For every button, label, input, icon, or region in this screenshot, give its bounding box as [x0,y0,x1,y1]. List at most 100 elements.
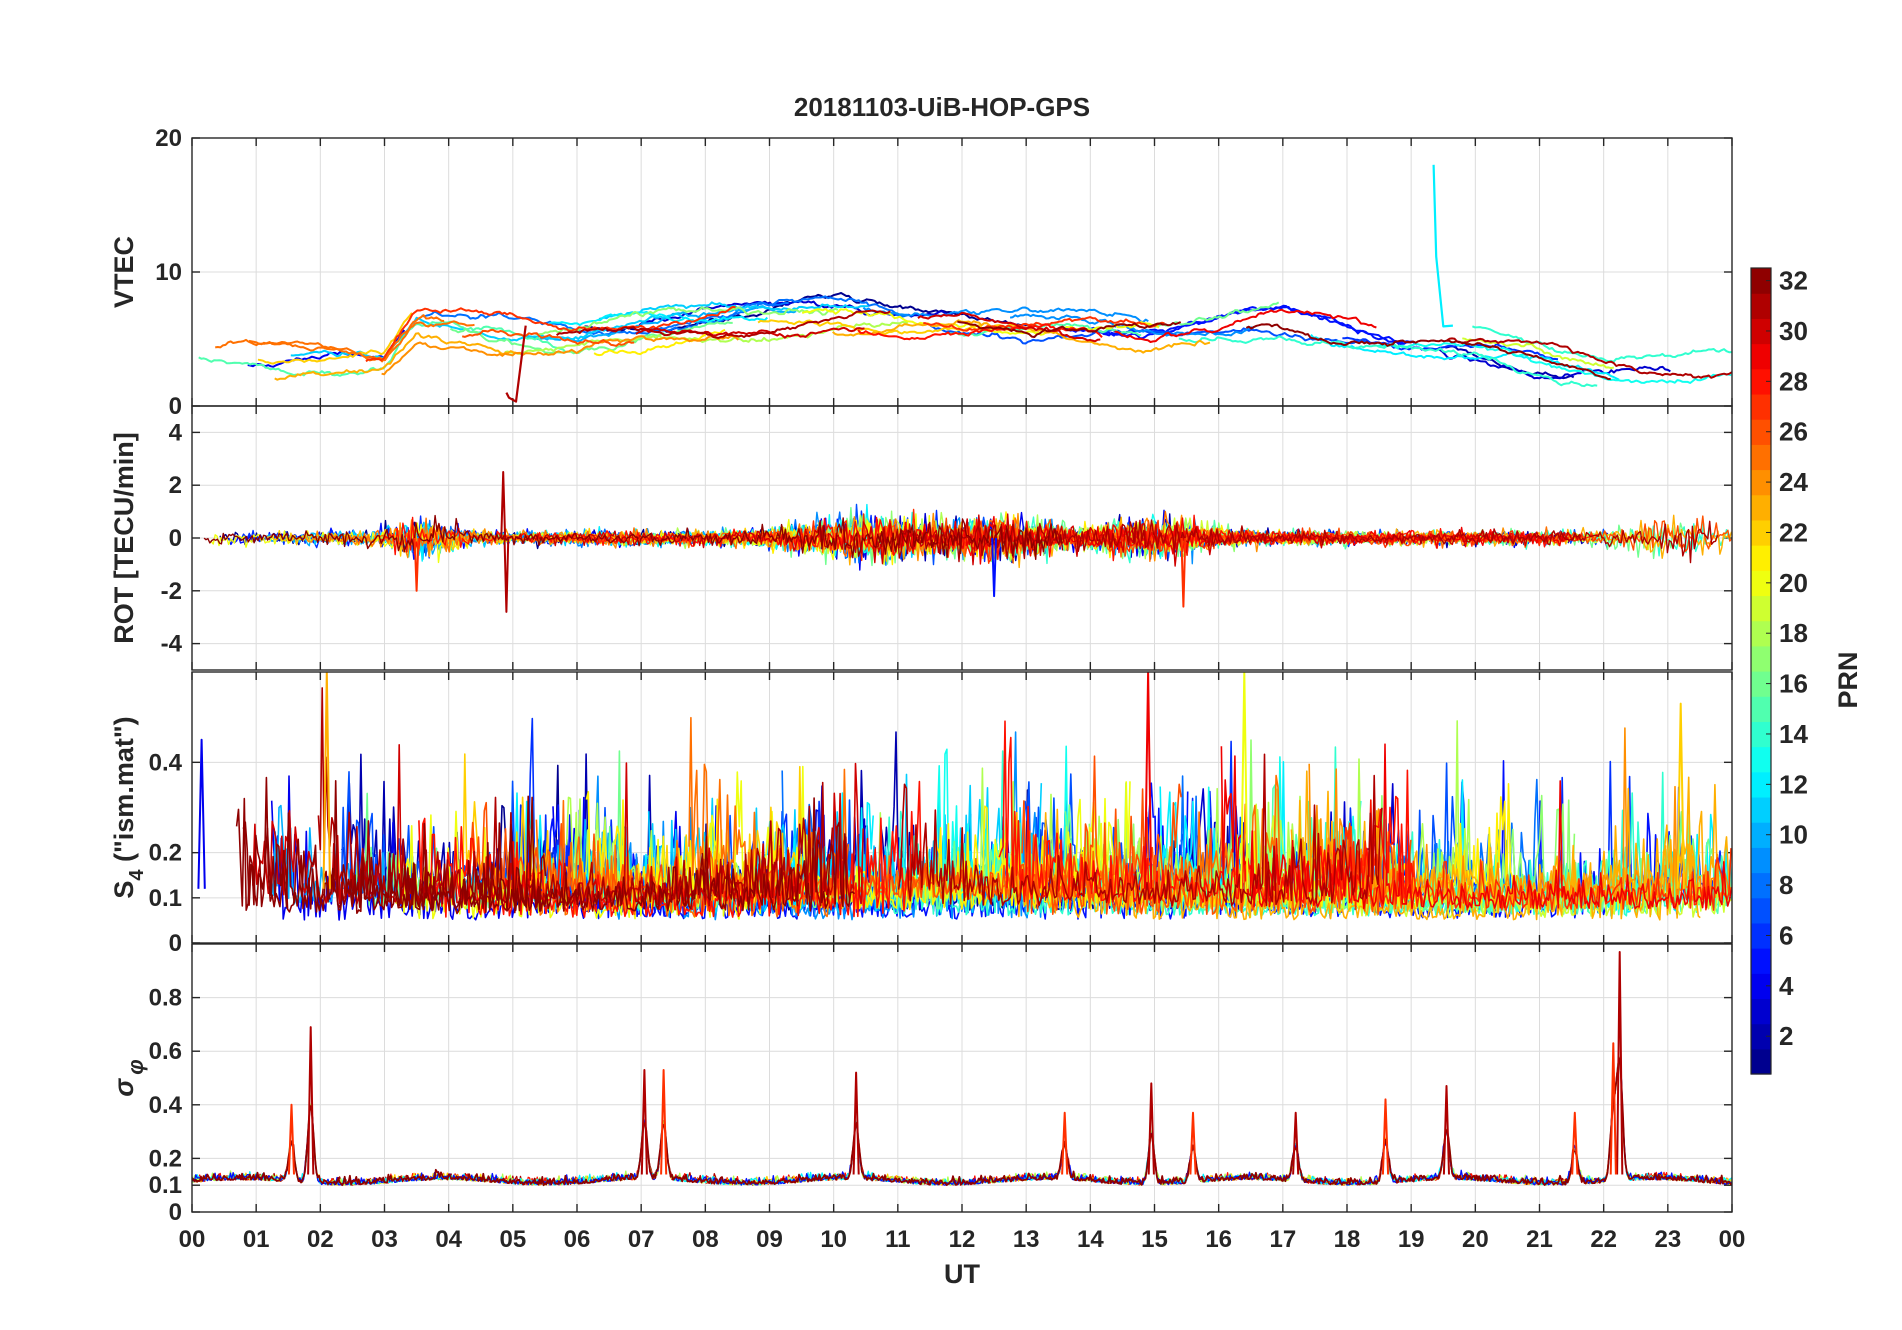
x-tick-label: 06 [564,1226,591,1253]
sigma-peak [640,1069,648,1175]
vtec-series-prn-27 [365,305,736,363]
x-tick-label: 02 [307,1226,334,1253]
sigma-peak [1381,1098,1390,1175]
colorbar-swatch [1751,570,1771,597]
colorbar-swatch [1751,268,1771,294]
colorbar-swatch [1751,469,1771,496]
colorbar-swatch [1751,444,1771,471]
colorbar-swatch [1751,696,1771,722]
s4-series-prn-25 [535,768,850,918]
y-tick-label: 4 [169,419,183,446]
sigma-peak [287,1103,295,1175]
y-tick-label: 10 [155,259,182,286]
sigma-peak [1571,1111,1579,1175]
vtec-series-prn-16 [449,321,733,355]
colorbar-swatch [1751,494,1771,521]
vtec-series-prn-19 [1462,337,1615,370]
vtec-series-prn-18 [504,320,909,355]
colorbar-swatch [1751,645,1771,672]
y-axis-label-s4: S4 ("ism.mat") [109,716,148,898]
x-tick-label: 08 [692,1226,719,1253]
vtec-series-prn-26 [461,328,635,347]
colorbar-swatch [1751,671,1771,697]
rot-spike-prn-31 [503,537,510,613]
rot-series-prn-31 [876,519,1719,564]
sigma-peak [1061,1111,1069,1175]
y-tick-label: 0 [169,1199,182,1226]
y-tick-label: 0.2 [149,840,182,867]
y-tick-label: 0.2 [149,1145,182,1172]
colorbar-tick-label: 16 [1779,669,1808,699]
s4-series-prn-27 [1327,822,1732,911]
s4-spike-prn-22 [1676,702,1685,889]
x-tick-label: 00 [1719,1226,1746,1253]
vtec-series-prn-9 [862,306,1149,324]
sigma-series-prn-32 [192,1057,1732,1187]
x-tick-label: 04 [435,1226,462,1253]
vtec-series-prn-14 [1472,325,1732,363]
rot-spike-prn-5 [991,537,997,598]
x-tick-label: 17 [1269,1226,1296,1253]
colorbar-tick-label: 20 [1779,568,1808,598]
s4-spike-prn-4 [197,738,206,889]
colorbar-tick-label: 24 [1779,467,1808,497]
vtec-notable-prn-31 [505,325,527,403]
colorbar-swatch [1751,519,1771,546]
x-tick-label: 20 [1462,1226,1489,1253]
x-tick-label: 23 [1654,1226,1681,1253]
panel-s4: 0 0.1 0.2 0.4S4 ("ism.mat") [109,671,1733,957]
colorbar-swatch [1751,746,1771,773]
colorbar-swatch [1751,318,1771,345]
vtec-series-prn-3 [1434,348,1671,380]
s4-spike-prn-23 [322,672,331,889]
colorbar-swatch [1751,973,1771,1000]
figure-title: 20181103-UiB-HOP-GPS [794,92,1090,122]
sigma-peak [1147,1082,1155,1175]
y-tick-label: 2 [169,472,182,499]
y-tick-label: 0.4 [149,749,183,776]
colorbar-swatch [1751,545,1771,571]
vtec-series-prn-22 [757,319,1015,336]
y-tick-label: 0 [169,930,182,957]
vtec-series-prn-21 [593,328,726,357]
sigma-peak [1609,1042,1617,1175]
colorbar-swatch [1751,620,1771,647]
vtec-series-prn-30 [917,311,1101,343]
colorbar-tick-label: 4 [1779,971,1794,1001]
vtec-series-prn-25 [248,314,445,362]
s4-spike-prn-20 [1240,672,1249,889]
colorbar-tick-label: 32 [1779,266,1808,296]
y-tick-label: -4 [161,631,183,658]
colorbar-swatch [1751,998,1771,1025]
vtec-series-prn-17 [534,306,839,336]
y-tick-label: -2 [161,578,182,605]
vtec-series-prn-12 [548,310,769,327]
colorbar-swatch [1751,368,1771,395]
vtec-series-prn-29 [1114,308,1377,343]
x-tick-label: 22 [1590,1226,1617,1253]
vtec-series-prn-2 [1445,345,1575,380]
x-tick-label: 19 [1398,1226,1425,1253]
colorbar-swatch [1751,771,1771,798]
colorbar-swatch [1751,419,1771,445]
vtec-series-prn-22 [257,312,413,365]
x-tick-label: 07 [628,1226,655,1253]
colorbar-tick-label: 8 [1779,870,1793,900]
s4-series-prn-32 [235,797,856,912]
panel-rot: -4 -2 0 2 4 ROT [TECU/min] [109,405,1733,671]
colorbar-swatch [1751,721,1771,748]
colorbar-tick-label: 10 [1779,820,1808,850]
colorbar-swatch [1751,822,1771,848]
vtec-series-prn-28 [857,323,1103,341]
colorbar-swatch [1751,872,1771,899]
colorbar-tick-label: 12 [1779,769,1808,799]
colorbar-tick-label: 14 [1779,719,1808,749]
colorbar-swatch [1751,847,1771,874]
vtec-series-prn-13 [1376,342,1732,384]
y-tick-label: 0.6 [149,1038,182,1065]
y-tick-label: 0 [169,393,182,420]
colorbar-swatch [1751,595,1771,622]
s4-series-prn-29 [1220,743,1732,910]
colorbar-tick-label: 6 [1779,920,1793,950]
